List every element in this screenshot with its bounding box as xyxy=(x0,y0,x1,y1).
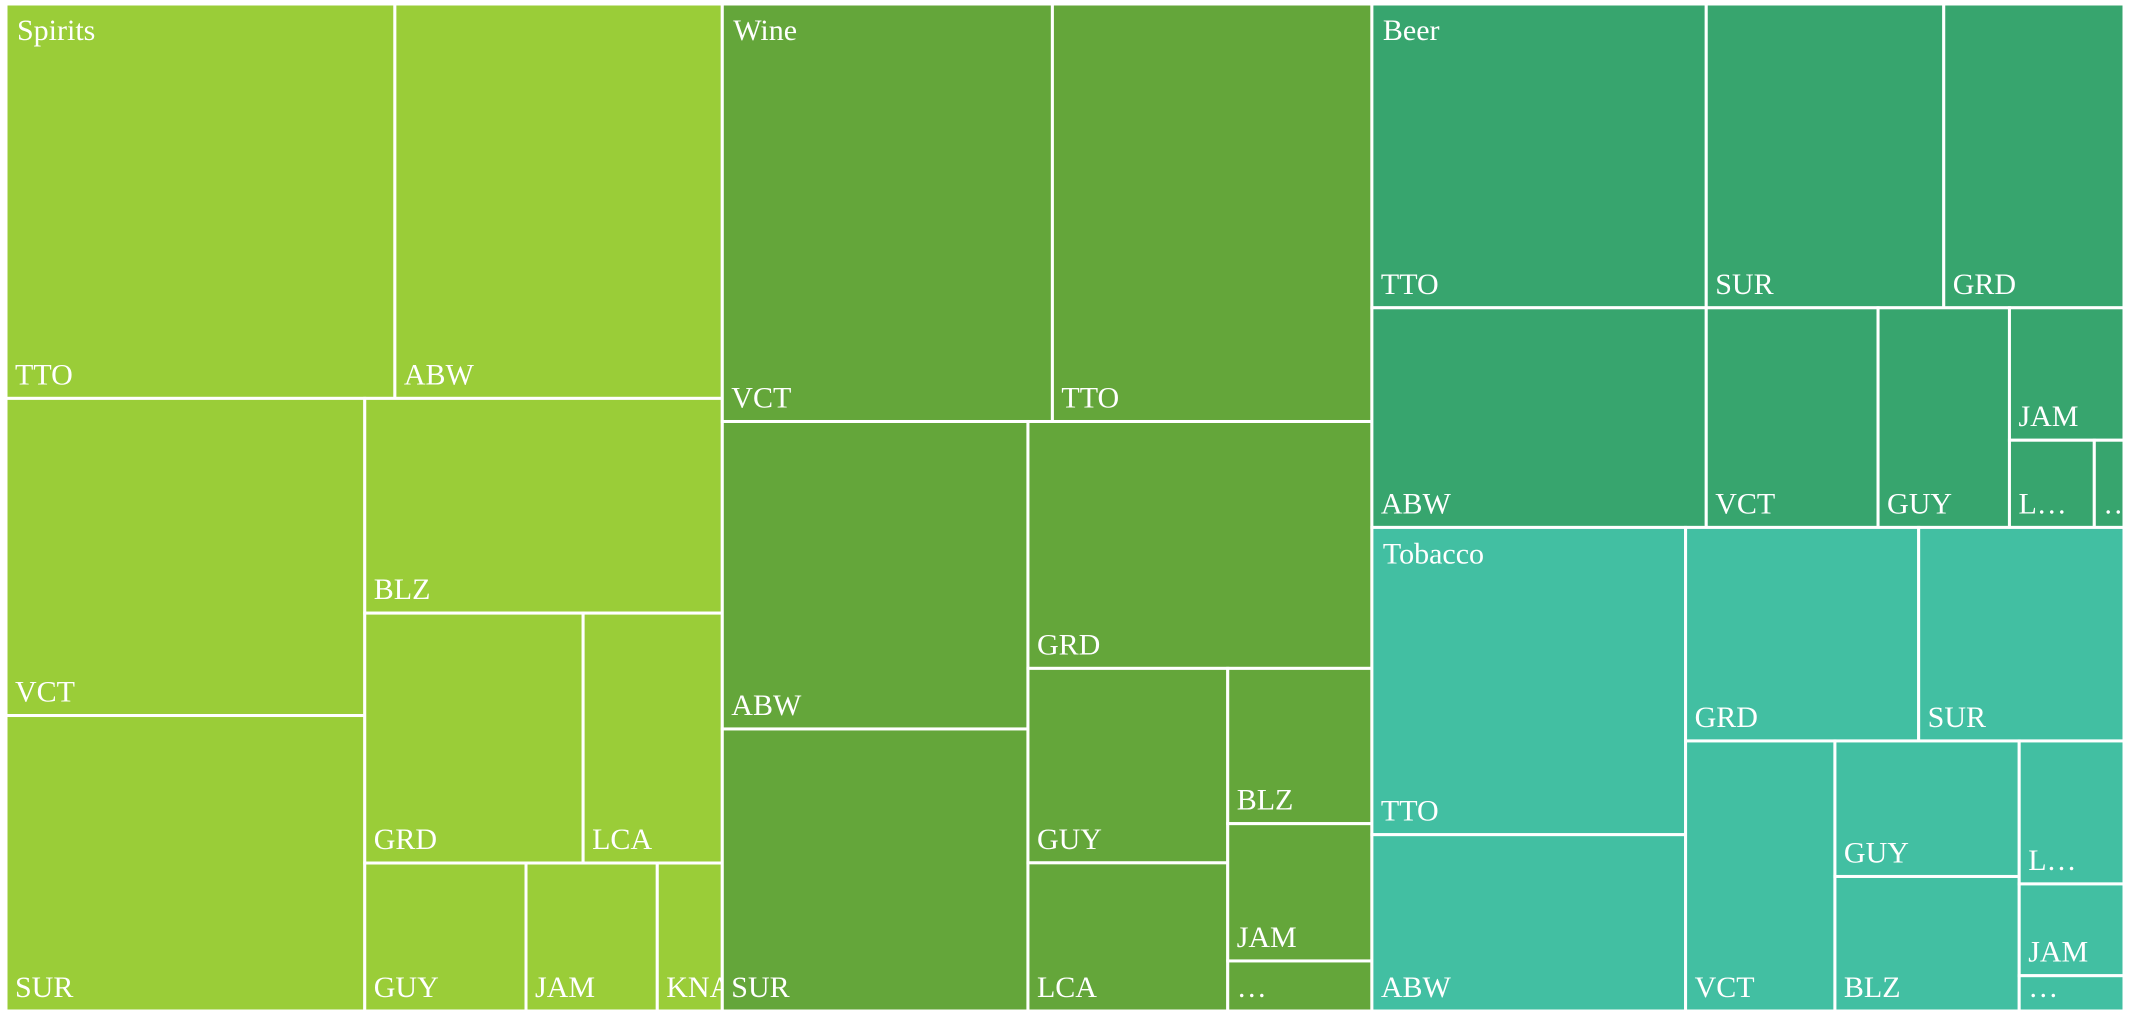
cell-label: GUY xyxy=(1887,487,1952,520)
group-label: Wine xyxy=(733,14,797,47)
cell-label: GRD xyxy=(1953,268,2016,301)
cell-label: BLZ xyxy=(374,573,431,606)
treemap-cell xyxy=(4,2,397,400)
group-label: Beer xyxy=(1383,14,1440,47)
cell-label: VCT xyxy=(1715,487,1775,520)
cell-label: JAM xyxy=(2028,936,2088,969)
cell-label: GRD xyxy=(1695,701,1758,734)
treemap-cell xyxy=(1833,739,2021,878)
cell-label: GRD xyxy=(374,823,437,856)
treemap-cell xyxy=(2017,882,2126,978)
cell-label: LCA xyxy=(1037,971,1097,1004)
cell-label: TTO xyxy=(1381,268,1439,301)
treemap-cell xyxy=(655,861,724,1013)
treemap-cell xyxy=(363,611,585,865)
cell-label: SUR xyxy=(1715,268,1773,301)
cell-label: GUY xyxy=(374,971,439,1004)
cell-label: JAM xyxy=(1237,921,1297,954)
treemap-cell xyxy=(393,2,724,400)
cell-label: ABW xyxy=(731,689,802,722)
cell-label: VCT xyxy=(1695,971,1755,1004)
treemap-cell xyxy=(1917,525,2126,743)
cell-label: SUR xyxy=(731,971,789,1004)
treemap-cell xyxy=(1684,739,1837,1013)
cell-label: LCA xyxy=(592,823,652,856)
treemap-cell xyxy=(2007,306,2126,442)
group-label: Spirits xyxy=(17,14,95,47)
cell-label: ABW xyxy=(404,358,475,391)
cell-label: GUY xyxy=(1037,823,1102,856)
treemap-cell xyxy=(4,396,367,718)
cell-label: GUY xyxy=(1844,836,1909,869)
cell-label: TTO xyxy=(15,358,73,391)
cell-label: VCT xyxy=(15,676,75,709)
cell-label: L… xyxy=(2018,487,2066,520)
treemap-cell xyxy=(1876,306,2011,529)
cell-label: TTO xyxy=(1061,381,1119,414)
treemap-cell xyxy=(720,419,1030,731)
treemap-cell xyxy=(2017,974,2126,1013)
treemap-cell xyxy=(581,611,724,865)
treemap-cell xyxy=(4,714,367,1013)
cell-label: JAM xyxy=(535,971,595,1004)
treemap-cell xyxy=(1226,666,1374,826)
cell-label: … xyxy=(1237,971,1267,1004)
treemap-cell xyxy=(1370,2,1708,310)
cell-label: … xyxy=(2103,487,2131,520)
treemap-cell xyxy=(1704,2,1946,310)
treemap-cell xyxy=(363,396,724,615)
treemap-cell xyxy=(524,861,659,1013)
treemap-cell xyxy=(1833,874,2021,1013)
treemap-cell xyxy=(1942,2,2126,310)
treemap-cell xyxy=(1026,861,1230,1013)
cell-label: TTO xyxy=(1381,795,1439,828)
treemap-cell xyxy=(720,727,1030,1013)
cell-label: SUR xyxy=(15,971,73,1004)
treemap-cell xyxy=(1370,833,1688,1013)
cell-label: ABW xyxy=(1381,971,1452,1004)
treemap-cell xyxy=(1704,306,1880,529)
cell-label: JAM xyxy=(2018,400,2078,433)
cell-label: BLZ xyxy=(1844,971,1901,1004)
cell-label: BLZ xyxy=(1237,784,1294,817)
treemap-cell xyxy=(1026,419,1374,670)
treemap-cell xyxy=(2007,438,2096,529)
cell-label: VCT xyxy=(731,381,791,414)
treemap-cell xyxy=(1026,666,1230,865)
cell-label: ABW xyxy=(1381,487,1452,520)
treemap-cell xyxy=(720,2,1054,423)
cell-label: SUR xyxy=(1928,701,1986,734)
cell-label: … xyxy=(2028,971,2058,1004)
cell-label: L… xyxy=(2028,844,2076,877)
cell-label: KNA xyxy=(666,971,731,1004)
treemap-cell xyxy=(2017,739,2126,886)
treemap-cell xyxy=(1050,2,1374,423)
cell-label: GRD xyxy=(1037,628,1100,661)
group-label: Tobacco xyxy=(1383,537,1484,570)
treemap-cell xyxy=(1370,306,1708,529)
treemap-cell xyxy=(1684,525,1921,743)
treemap-cell xyxy=(1226,959,1374,1013)
treemap-cell xyxy=(1370,525,1688,837)
